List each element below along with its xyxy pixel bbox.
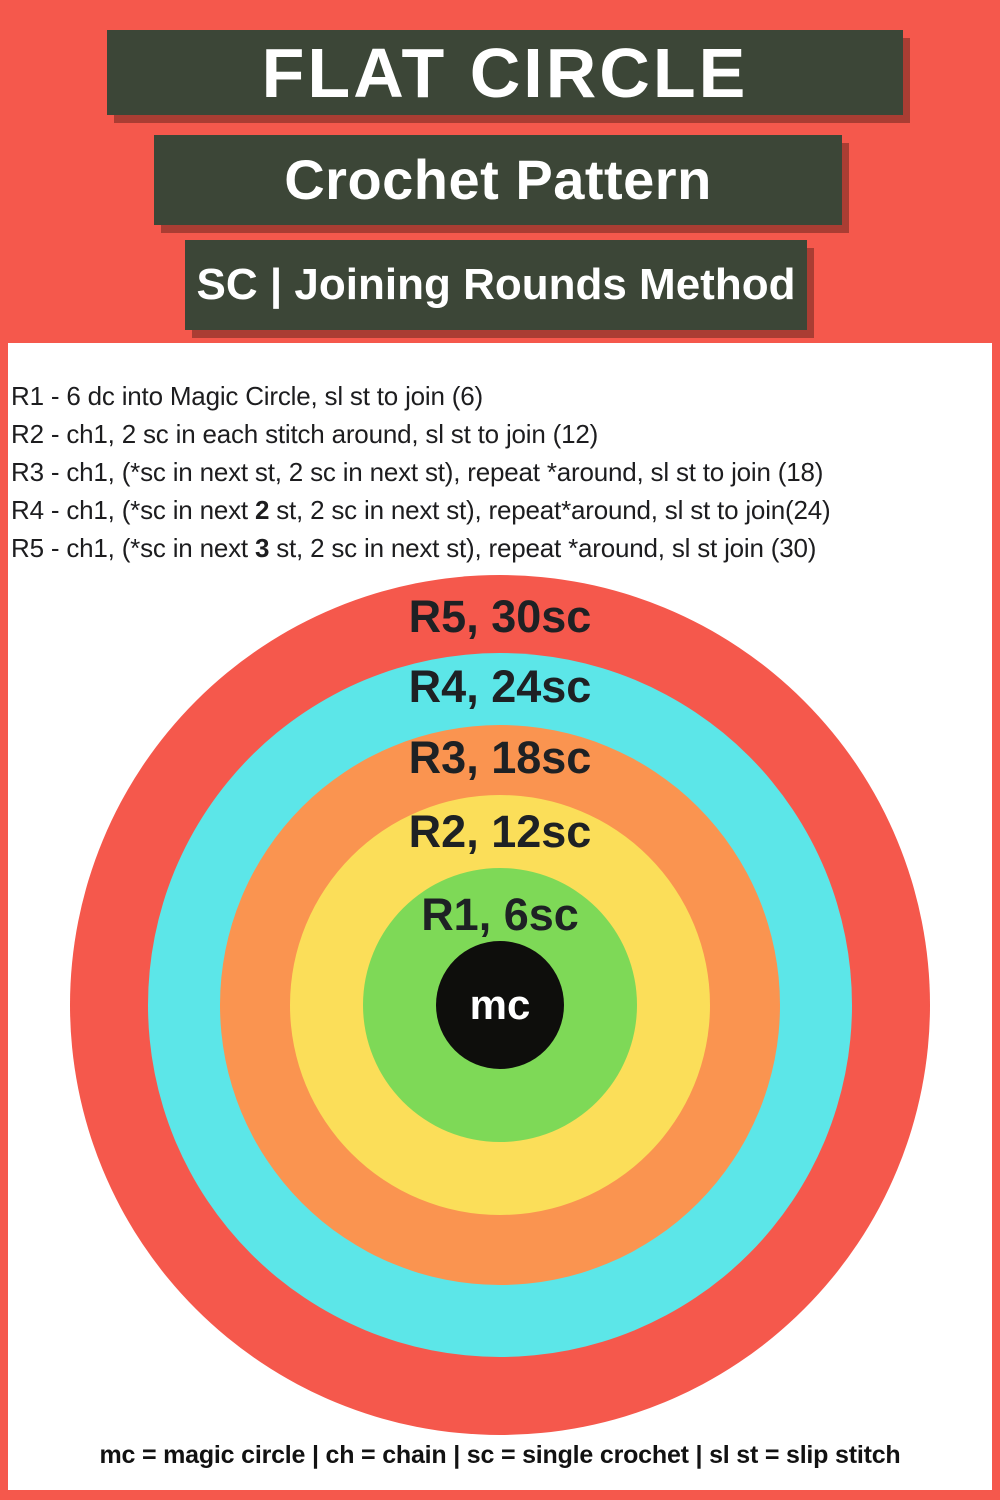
ring-label-r1: R1, 6sc	[421, 889, 579, 940]
pattern-text: R2 - ch1, 2 sc in each stitch around, sl…	[11, 419, 599, 449]
pattern-text: R4 - ch1, (*sc in next	[11, 495, 255, 525]
page-subtitle: Crochet Pattern	[284, 148, 712, 211]
pattern-line-r2: R2 - ch1, 2 sc in each stitch around, sl…	[11, 415, 989, 453]
pattern-text: st, 2 sc in next st), repeat*around, sl …	[269, 495, 831, 525]
method-label: SC | Joining Rounds Method	[196, 260, 796, 309]
pattern-line-r3: R3 - ch1, (*sc in next st, 2 sc in next …	[11, 453, 989, 491]
ring-label-r2: R2, 12sc	[408, 806, 592, 857]
method-banner: SC | Joining Rounds Method	[185, 240, 807, 330]
pattern-line-r5: R5 - ch1, (*sc in next 3 st, 2 sc in nex…	[11, 529, 989, 567]
pattern-text: R3 - ch1, (*sc in next st, 2 sc in next …	[11, 457, 824, 487]
circle-diagram: R5, 30sc R4, 24sc R3, 18sc R2, 12sc R1, …	[70, 575, 930, 1435]
page-title: FLAT CIRCLE	[261, 33, 749, 112]
pattern-text: R1 - 6 dc into Magic Circle, sl st to jo…	[11, 381, 483, 411]
magic-circle	[436, 941, 564, 1069]
ring-label-r5: R5, 30sc	[408, 591, 592, 642]
pattern-text: st, 2 sc in next st), repeat *around, sl…	[269, 533, 817, 563]
pattern-line-r1: R1 - 6 dc into Magic Circle, sl st to jo…	[11, 377, 989, 415]
pattern-line-r4: R4 - ch1, (*sc in next 2 st, 2 sc in nex…	[11, 491, 989, 529]
ring-label-r3: R3, 18sc	[408, 732, 592, 783]
pattern-text: R5 - ch1, (*sc in next	[11, 533, 255, 563]
pattern-bold: 3	[254, 533, 270, 563]
magic-circle-label: mc	[469, 981, 531, 1028]
content-panel: R1 - 6 dc into Magic Circle, sl st to jo…	[8, 343, 992, 1490]
pattern-bold: 2	[254, 495, 270, 525]
abbreviation-legend: mc = magic circle | ch = chain | sc = si…	[99, 1441, 901, 1469]
ring-label-r4: R4, 24sc	[408, 661, 592, 712]
subtitle-banner: Crochet Pattern	[154, 135, 842, 225]
title-banner: FLAT CIRCLE	[107, 30, 903, 115]
